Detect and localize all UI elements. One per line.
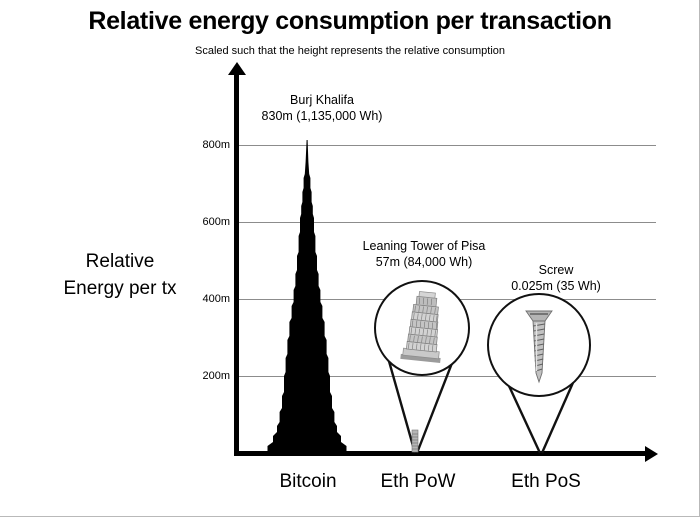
y-axis-arrow-icon: [228, 62, 246, 75]
y-tick-label-400: 400m: [202, 293, 230, 305]
callout-pisa: Leaning Tower of Pisa 57m (84,000 Wh): [336, 238, 512, 270]
y-axis-label: Relative Energy per tx: [40, 248, 200, 302]
y-tick-label-200: 200m: [202, 370, 230, 382]
x-category-label-eth-pos: Eth PoS: [511, 471, 581, 492]
callout-pisa-value: 57m (84,000 Wh): [375, 255, 473, 269]
pisa-magnifier-circle: [374, 280, 470, 376]
callout-screw-value: 0.025m (35 Wh): [511, 279, 601, 293]
x-axis-line: [234, 451, 649, 456]
callout-pisa-title: Leaning Tower of Pisa: [362, 239, 486, 253]
callout-burj-khalifa-value: 830m (1,135,000 Wh): [261, 109, 383, 123]
leaning-tower-of-pisa-icon: [400, 291, 441, 363]
gridline-600: [239, 222, 656, 223]
gridline-800: [239, 145, 656, 146]
y-axis-line: [234, 72, 239, 455]
callout-screw: Screw 0.025m (35 Wh): [480, 262, 632, 294]
x-category-label-eth-pow: Eth PoW: [380, 471, 456, 492]
pisa-bar-marker: [408, 428, 422, 459]
burj-khalifa-silhouette: [262, 140, 352, 455]
y-axis-label-line1: Relative: [85, 251, 155, 272]
screw-icon: [525, 310, 553, 384]
x-axis-arrow-icon: [645, 446, 658, 462]
chart-subtitle: Scaled such that the height represents t…: [194, 45, 506, 57]
y-tick-label-600: 600m: [202, 216, 230, 228]
callout-burj-khalifa: Burj Khalifa 830m (1,135,000 Wh): [228, 92, 416, 124]
x-category-label-bitcoin: Bitcoin: [279, 471, 337, 492]
screw-magnifier-circle: [487, 293, 591, 397]
page-title: Relative energy consumption per transact…: [88, 7, 612, 35]
callout-burj-khalifa-title: Burj Khalifa: [290, 93, 354, 107]
y-tick-label-800: 800m: [202, 139, 230, 151]
y-axis-label-line2: Energy per tx: [63, 278, 177, 299]
callout-screw-title: Screw: [538, 263, 574, 277]
